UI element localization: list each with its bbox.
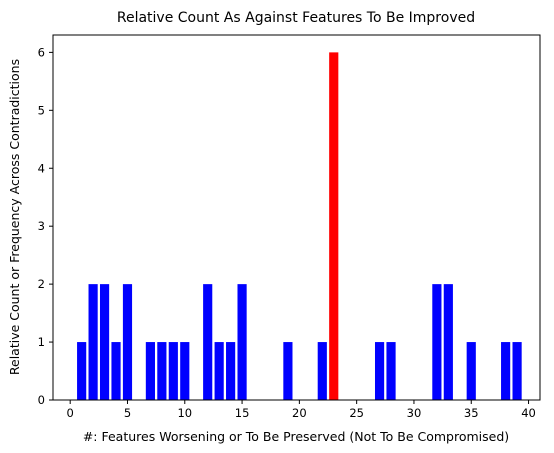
bar xyxy=(145,342,155,400)
bars-layer xyxy=(77,52,522,400)
y-tick-label: 5 xyxy=(38,103,45,117)
bar xyxy=(77,342,87,400)
bar xyxy=(157,342,167,400)
bar xyxy=(283,342,293,400)
bar xyxy=(386,342,396,400)
bar xyxy=(512,342,522,400)
x-tick-label: 5 xyxy=(124,406,131,420)
x-tick-label: 30 xyxy=(407,406,422,420)
y-axis: 0 1 2 3 4 5 6 xyxy=(38,45,53,407)
bar xyxy=(99,284,110,400)
bar xyxy=(501,342,511,400)
x-tick-label: 15 xyxy=(235,406,250,420)
y-axis-title: Relative Count or Frequency Across Contr… xyxy=(7,59,22,375)
bar xyxy=(203,284,213,400)
bar xyxy=(214,342,224,400)
bar xyxy=(466,342,476,400)
bar xyxy=(226,342,236,400)
bar-highlighted xyxy=(329,52,339,400)
plot-frame xyxy=(52,34,541,401)
x-axis-title: #: Features Worsening or To Be Preserved… xyxy=(83,429,509,444)
x-tick-label: 0 xyxy=(67,406,74,420)
x-tick-label: 40 xyxy=(521,406,536,420)
bar xyxy=(88,284,98,400)
y-tick-label: 1 xyxy=(38,335,45,349)
bar xyxy=(432,284,442,400)
x-axis: 0 5 10 15 20 25 30 35 40 xyxy=(67,400,536,420)
bar xyxy=(168,342,178,400)
bar xyxy=(443,284,453,400)
y-tick-label: 0 xyxy=(38,393,45,407)
y-tick-label: 6 xyxy=(38,45,45,59)
bar xyxy=(237,284,247,400)
bar xyxy=(122,284,133,400)
x-tick-label: 25 xyxy=(349,406,364,420)
bar xyxy=(374,342,385,400)
bar xyxy=(317,342,327,400)
y-tick-label: 4 xyxy=(38,161,45,175)
x-tick-label: 35 xyxy=(464,406,479,420)
bar xyxy=(111,342,121,400)
x-tick-label: 10 xyxy=(177,406,192,420)
x-tick-label: 20 xyxy=(292,406,307,420)
y-tick-label: 2 xyxy=(38,277,45,291)
chart-title: Relative Count As Against Features To Be… xyxy=(117,10,475,26)
y-tick-label: 3 xyxy=(38,219,45,233)
bar xyxy=(180,342,190,400)
